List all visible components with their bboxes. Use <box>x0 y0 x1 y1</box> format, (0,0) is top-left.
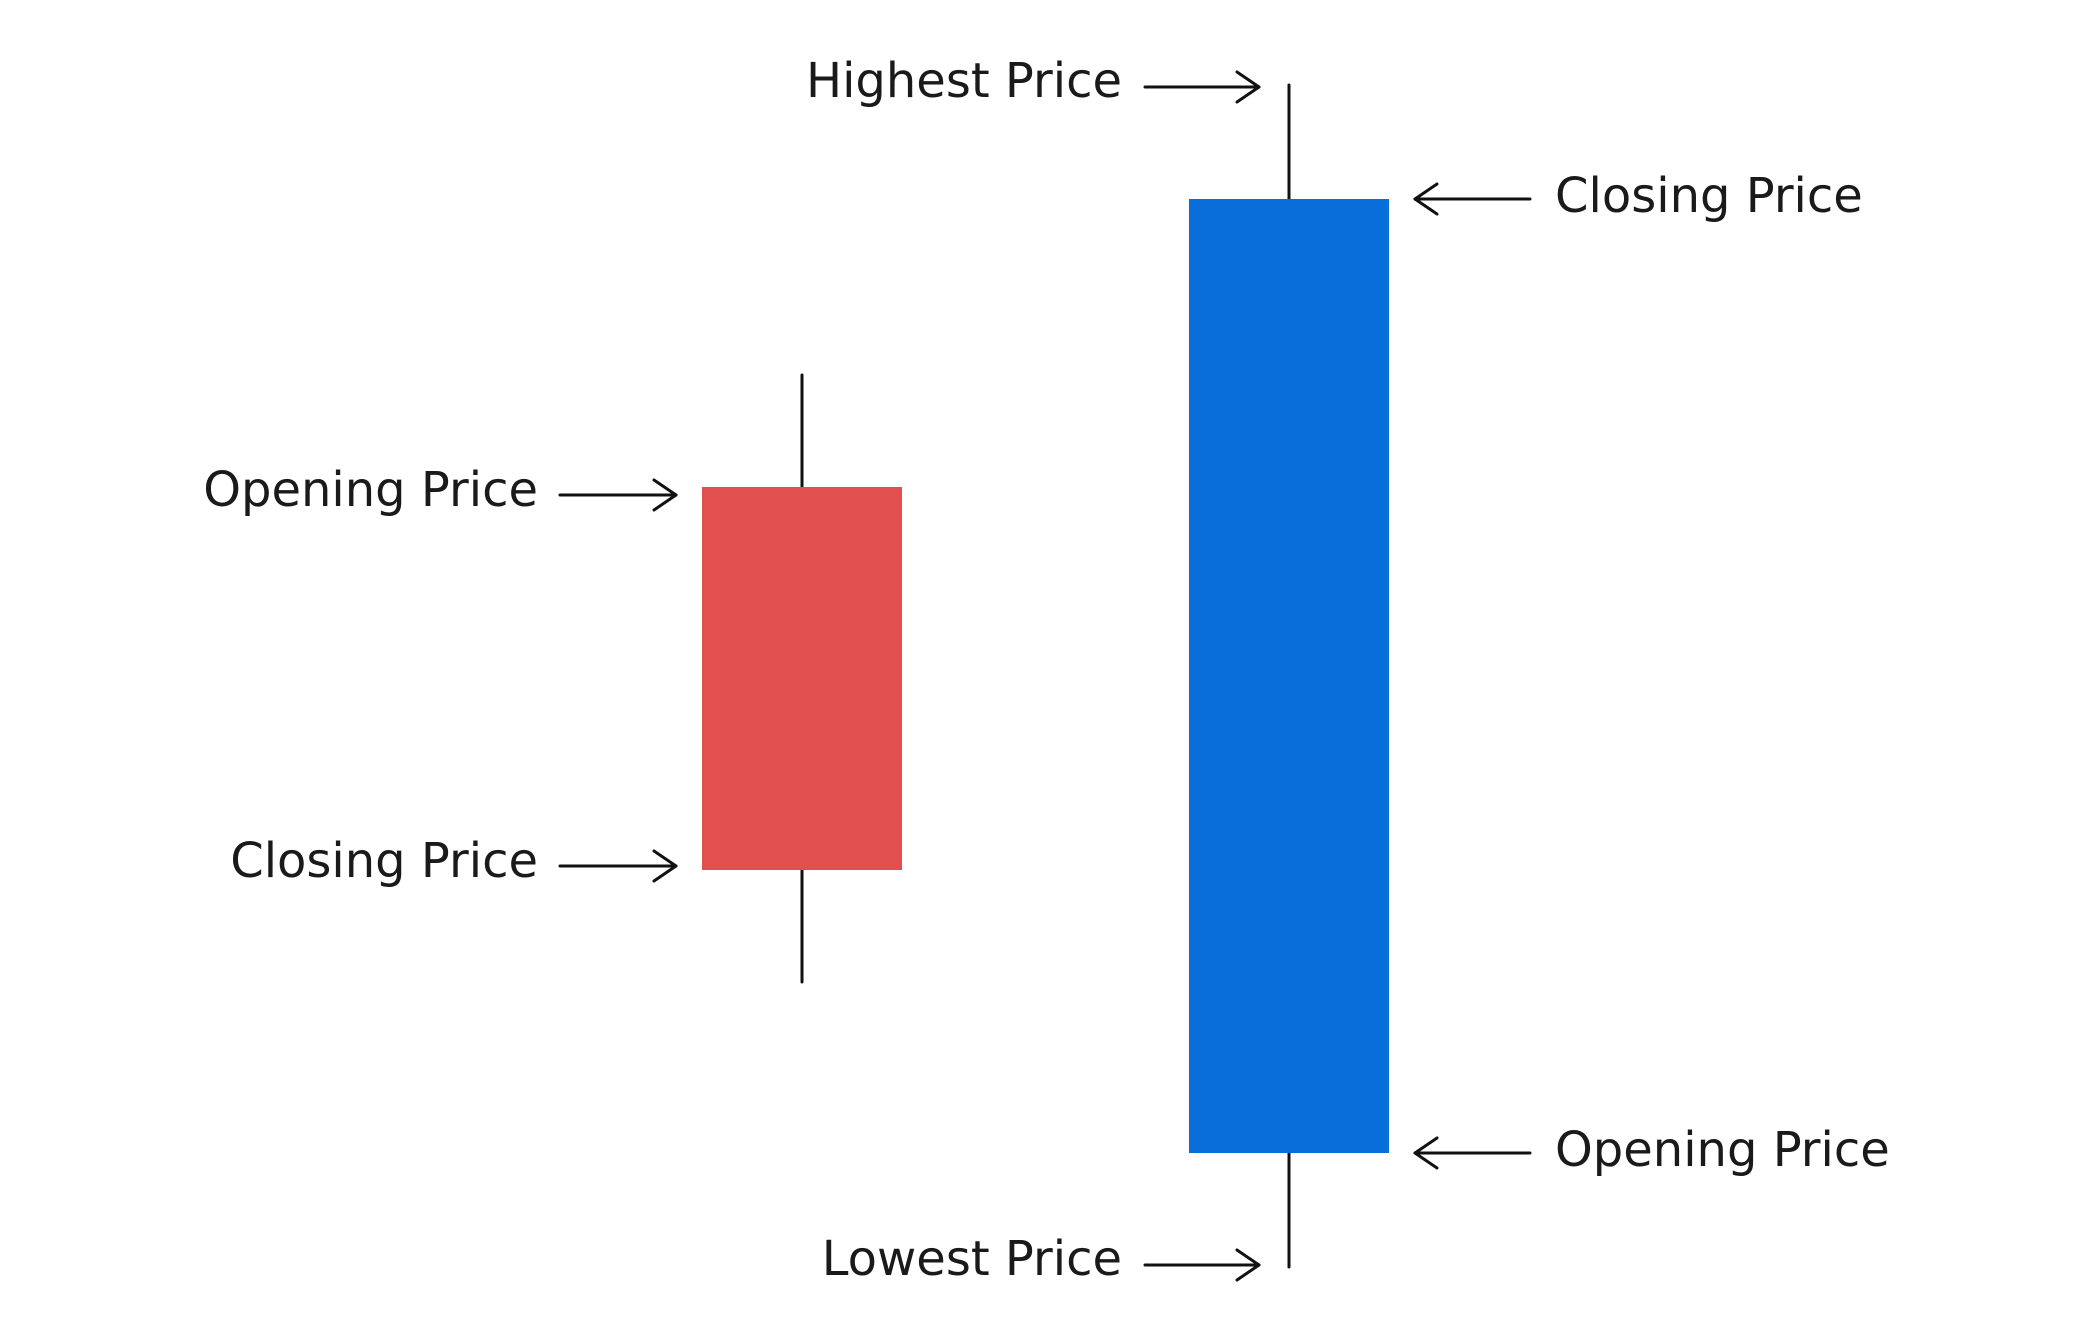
bearish-opening-annotation: Opening Price <box>203 462 678 518</box>
bearish-candlestick <box>702 373 902 984</box>
bullish-opening-annotation: Opening Price <box>1413 1122 1890 1178</box>
bullish-closing-annotation: Closing Price <box>1413 168 1863 224</box>
bullish-closing-price-label: Closing Price <box>1555 168 1863 224</box>
arrow-right-icon <box>558 478 678 512</box>
bullish-candle-body <box>1189 199 1389 1153</box>
arrow-left-icon <box>1413 1136 1532 1170</box>
bearish-closing-annotation: Closing Price <box>230 833 678 889</box>
lowest-price-label: Lowest Price <box>822 1231 1122 1287</box>
bearish-candle-body <box>702 487 902 870</box>
bullish-opening-price-label: Opening Price <box>1555 1122 1890 1178</box>
bearish-closing-price-label: Closing Price <box>230 833 538 889</box>
arrow-right-icon <box>558 849 678 883</box>
arrow-right-icon <box>1143 70 1261 104</box>
bearish-opening-price-label: Opening Price <box>203 462 538 518</box>
bullish-lowest-annotation: Lowest Price <box>822 1231 1261 1287</box>
bullish-highest-annotation: Highest Price <box>806 53 1261 109</box>
bullish-candlestick <box>1189 83 1389 1269</box>
arrow-right-icon <box>1143 1248 1261 1282</box>
arrow-left-icon <box>1413 182 1532 216</box>
highest-price-label: Highest Price <box>806 53 1122 109</box>
